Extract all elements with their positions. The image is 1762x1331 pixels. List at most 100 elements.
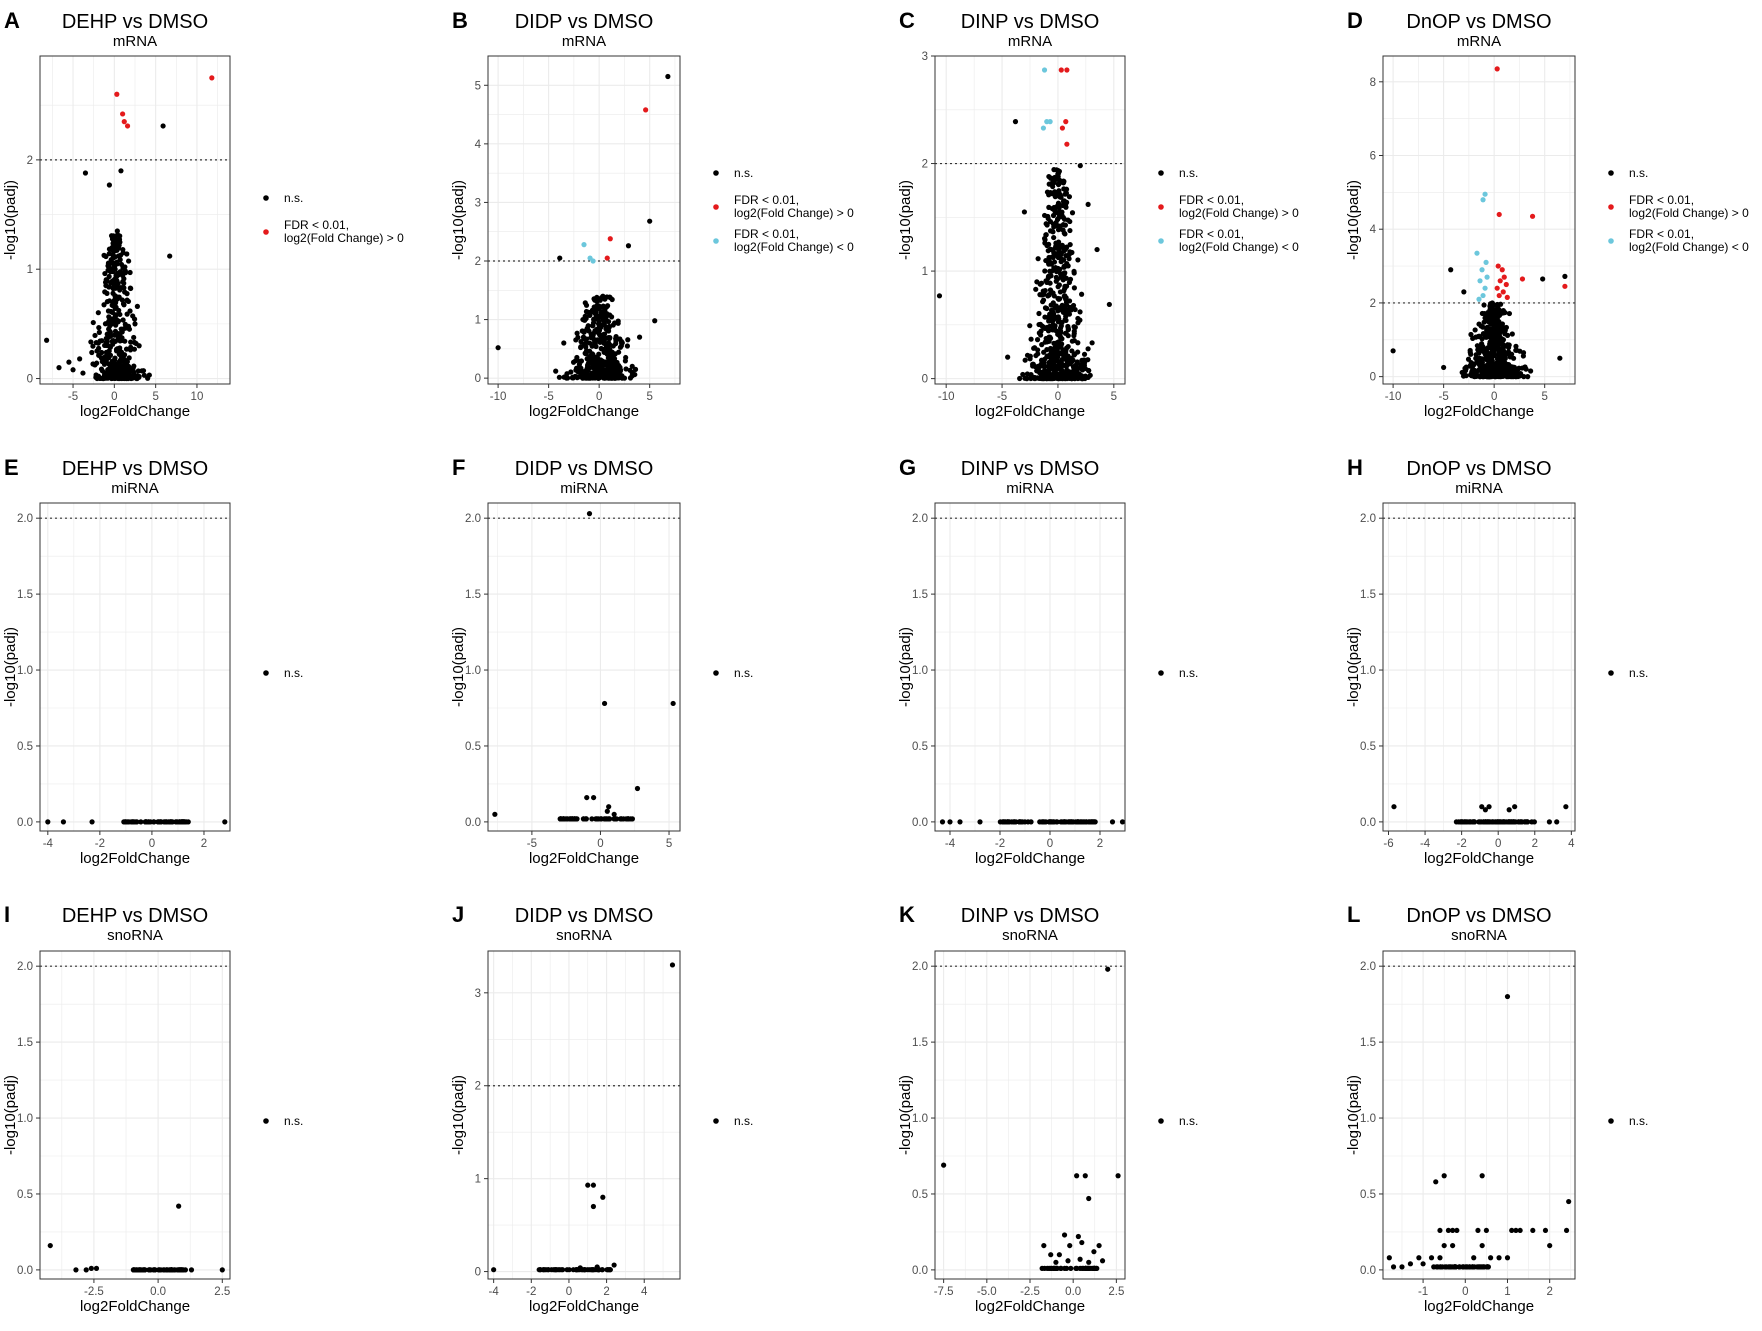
point-ns [1058,193,1064,200]
x-tick-label: 0.0 [150,1286,166,1298]
panel-letter: A [4,8,20,33]
x-tick-label: 5 [1111,391,1117,403]
point-ns [1467,363,1474,369]
point-ns [1468,819,1474,825]
point-ns [1053,1259,1059,1265]
point-ns [103,349,110,355]
x-tick-label: -7.5 [934,1286,954,1298]
point-ns [1046,318,1052,324]
panel-border [39,950,231,1280]
point-ns [169,1267,175,1273]
point-ns [1554,819,1560,825]
panel-letter: C [899,8,915,33]
chart-subtitle: mRNA [1008,33,1052,50]
point-ns [577,1265,583,1271]
y-axis: 0 1 2 3 [475,988,488,1279]
point-ns [1063,186,1070,192]
y-tick-label: 0.0 [17,1265,33,1277]
panel-letter: E [4,455,19,480]
point-ns [1043,335,1049,342]
point-ns [609,350,615,356]
y-tick-label: 2.0 [465,513,481,525]
legend-label-ns: n.s. [1179,1114,1198,1128]
point-ns [112,313,119,319]
point-ns [617,344,624,350]
point-ns [615,369,621,376]
point-ns [1050,254,1056,260]
point-ns [1051,259,1058,265]
point-ns [1557,355,1563,361]
x-tick-label: -1 [1418,1286,1428,1298]
legend-label-ns: n.s. [1629,166,1648,180]
point-ns [1061,216,1068,222]
point-ns [586,511,593,517]
point-ns [1077,1256,1083,1262]
chart-subtitle: snoRNA [1002,927,1058,944]
data-points [45,819,228,825]
point-ns [590,1203,597,1210]
point-ns [102,356,109,362]
point-ns [1056,351,1062,357]
y-axis: 0.0 0.5 1.0 1.5 2.0 [1360,961,1383,1277]
point-ns [1386,1255,1392,1261]
x-axis-title: log2FoldChange [975,1298,1085,1315]
point-ns [1516,365,1522,371]
point-ns [1488,1255,1494,1261]
point-ns [1064,283,1070,289]
x-axis-title: log2FoldChange [975,403,1085,420]
point-ns [1508,373,1514,379]
y-tick-label: 2.0 [17,961,33,973]
point-ns [957,819,963,825]
point-down [1480,292,1486,299]
point-ns [1441,364,1447,371]
point-ns [1053,303,1059,309]
point-ns [222,819,228,825]
point-ns [590,356,596,363]
y-tick-label: 0.0 [912,817,928,829]
point-ns [82,170,89,176]
point-ns [109,361,115,367]
point-ns [593,816,600,822]
x-axis: -10 -5 0 5 [490,384,653,403]
point-ns [70,367,76,373]
point-ns [1086,1259,1092,1265]
point-ns [1448,267,1454,273]
point-ns [155,819,161,825]
point-down [1484,274,1490,280]
point-ns [1094,246,1100,253]
point-ns [1491,340,1497,346]
point-ns [1524,819,1530,825]
legend-label-down: FDR < 0.01, [1179,227,1244,241]
point-ns [605,816,612,822]
point-ns [146,372,152,378]
x-tick-label: 2 [201,838,207,850]
point-ns [96,329,102,335]
point-ns [564,1267,570,1273]
chart-subtitle: miRNA [1006,480,1054,497]
x-tick-label: -5 [1439,391,1449,403]
x-tick-label: 2 [1097,838,1103,850]
point-down [1047,119,1053,125]
point-ns [117,311,123,318]
point-ns [583,816,589,822]
point-ns [1048,307,1055,313]
x-axis-title: log2FoldChange [80,1298,190,1315]
point-up [1562,283,1568,289]
point-ns [618,816,625,822]
point-ns [1038,375,1044,382]
y-tick-label: 0.0 [465,817,481,829]
point-ns [611,375,617,381]
point-ns [585,375,592,381]
point-ns [1022,375,1028,381]
point-ns [1450,1227,1456,1234]
point-ns [114,228,120,234]
chart-subtitle: mRNA [562,33,606,50]
legend: n.s. FDR < 0.01,log2(Fold Change) > 0 [263,191,404,245]
legend: n.s. [263,1114,303,1128]
point-ns [101,302,107,308]
point-ns [540,1267,546,1273]
point-ns [106,298,113,304]
point-ns [1046,192,1052,198]
point-ns [1490,307,1496,313]
